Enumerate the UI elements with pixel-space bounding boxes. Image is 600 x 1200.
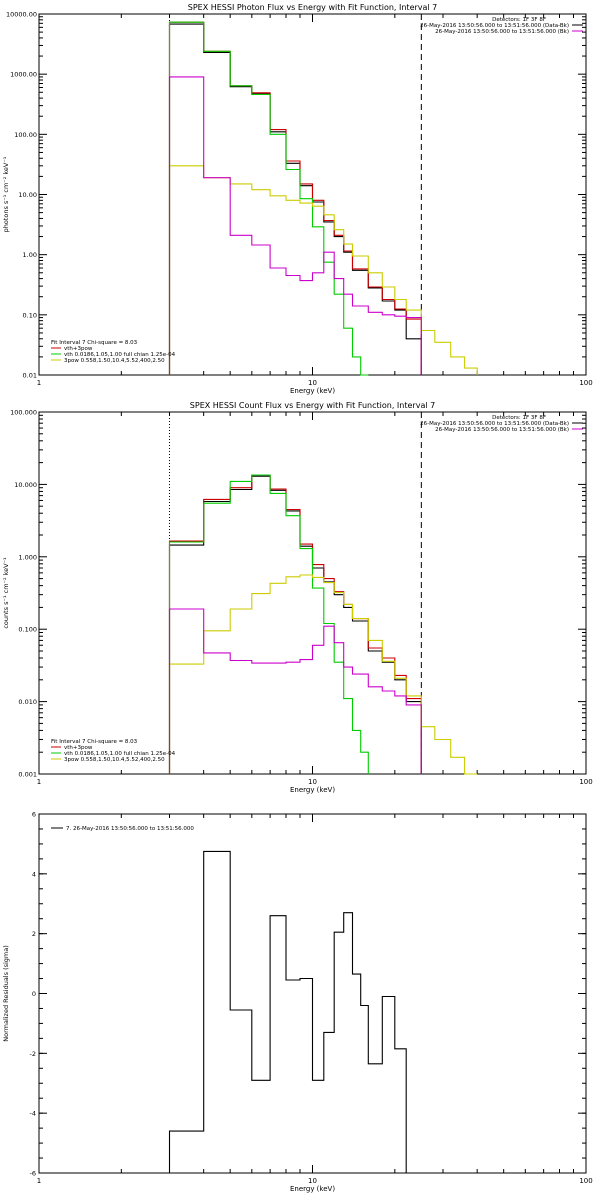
series-vth xyxy=(168,21,369,376)
y-axis-label: Normalized Residuals (sigma) xyxy=(2,945,10,1042)
fit-legend-label: vth+3pow xyxy=(64,346,93,352)
y-tick-label: 1000.00 xyxy=(10,71,37,79)
y-tick-label: 100.000 xyxy=(10,409,37,417)
y-tick-label: 0.10 xyxy=(23,311,37,319)
x-tick-label: 1 xyxy=(37,1177,41,1185)
y-tick-label: 1.00 xyxy=(23,251,37,259)
x-tick-label: 100 xyxy=(579,379,592,387)
fit-legend-label: vth 0.0186,1.05,1.00 full chian 1.25e-04 xyxy=(64,352,176,358)
x-tick-label: 10 xyxy=(308,778,317,786)
y-tick-label: 0.01 xyxy=(23,372,37,380)
y-tick-label: 0.001 xyxy=(18,771,37,779)
y-tick-label: 2 xyxy=(32,930,36,938)
y-axis-label: counts s⁻¹ cm⁻² keV⁻¹ xyxy=(2,557,10,629)
fit-legend-label: vth 0.0186,1.05,1.00 full chian 1.25e-04 xyxy=(64,751,176,757)
chart-title: SPEX HESSI Photon Flux vs Energy with Fi… xyxy=(188,3,438,12)
y-tick-label: 0.010 xyxy=(18,698,37,706)
y-tick-label: -6 xyxy=(30,1170,36,1178)
y-tick-label: 100.00 xyxy=(14,131,37,139)
series-vth-3pow xyxy=(168,21,422,375)
x-axis-label: Energy (keV) xyxy=(290,1185,335,1193)
y-tick-label: 0 xyxy=(32,990,36,998)
legend-top-label: 26-May-2016 13:50:56.000 to 13:51:56.000… xyxy=(420,421,569,427)
legend-top-label: 26-May-2016 13:50:56.000 to 13:51:56.000… xyxy=(435,427,569,433)
y-tick-label: 10.00 xyxy=(18,191,37,199)
fit-legend-label: 3pow 0.558,1.50,10.4,5.52,400,2.50 xyxy=(64,757,165,763)
plot-frame xyxy=(38,411,587,775)
chart-panel-1: SPEX HESSI Photon Flux vs Energy with Fi… xyxy=(2,3,593,395)
x-axis-label: Energy (keV) xyxy=(290,786,335,794)
y-tick-label: 6 xyxy=(32,811,36,819)
detectors-annotation: Detectors: 1F 3F 8F xyxy=(492,17,546,23)
fit-chisquare-label: Fit Interval 7 Chi-square = 8.03 xyxy=(51,739,138,745)
x-tick-label: 10 xyxy=(308,1177,317,1185)
legend-top-label: 26-May-2016 13:50:56.000 to 13:51:56.000… xyxy=(420,23,569,29)
y-axis-label: photons s⁻¹ cm⁻² keV⁻¹ xyxy=(2,156,10,232)
x-tick-label: 100 xyxy=(579,778,592,786)
x-tick-label: 1 xyxy=(37,379,41,387)
series-residuals xyxy=(168,850,422,1174)
series-data xyxy=(168,475,422,774)
series-bk xyxy=(168,608,422,774)
series-3pow xyxy=(168,165,478,375)
series-vth-3pow xyxy=(168,474,422,774)
chart-panel-3: 1 10 100 Energy (keV) -6 -4 -2 0 2 4 6 Normalized R… xyxy=(2,811,593,1194)
chart-title: SPEX HESSI Count Flux vs Energy with Fit… xyxy=(190,401,435,410)
series-vth xyxy=(168,474,369,774)
y-tick-label: 10000.00 xyxy=(6,11,37,19)
series-data xyxy=(168,23,422,375)
series-bk xyxy=(168,76,422,375)
series-3pow xyxy=(168,574,478,775)
y-tick-label: 10.000 xyxy=(14,481,37,489)
fit-chisquare-label: Fit Interval 7 Chi-square = 8.03 xyxy=(51,340,138,346)
chart-panel-2: SPEX HESSI Count Flux vs Energy with Fit… xyxy=(2,401,593,794)
detectors-annotation: Detectors: 1F 3F 8F xyxy=(492,415,546,421)
y-tick-label: 0.100 xyxy=(18,626,37,634)
fit-legend-label: vth+3pow xyxy=(64,745,93,751)
y-tick-label: 1.000 xyxy=(18,553,37,561)
y-tick-label: -4 xyxy=(30,1110,36,1118)
legend-label: 7. 26-May-2016 13:50:56.000 to 13:51:56.… xyxy=(66,826,194,832)
x-tick-label: 10 xyxy=(308,379,317,387)
y-tick-label: -2 xyxy=(30,1050,36,1058)
legend-top-label: 26-May-2016 13:50:56.000 to 13:51:56.000… xyxy=(435,29,569,35)
y-tick-label: 4 xyxy=(32,870,36,878)
x-tick-label: 100 xyxy=(579,1177,592,1185)
fit-legend-label: 3pow 0.558,1.50,10.4,5.52,400,2.50 xyxy=(64,358,165,364)
x-axis-label: Energy (keV) xyxy=(290,387,335,395)
x-tick-label: 1 xyxy=(37,778,41,786)
